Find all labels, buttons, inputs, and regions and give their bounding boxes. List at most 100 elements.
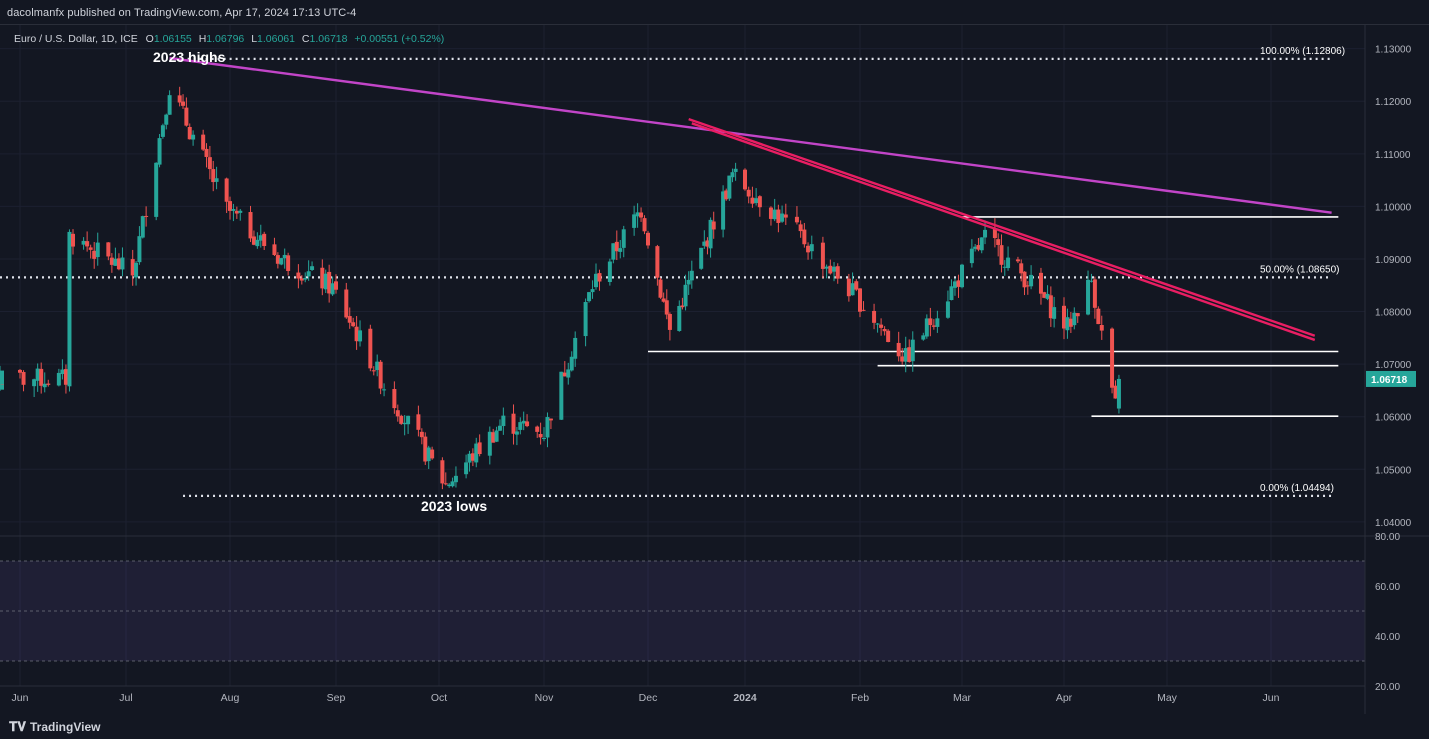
candle-body [757, 196, 762, 208]
candle-body [992, 228, 997, 239]
candle-body [347, 316, 352, 323]
candle-body [134, 262, 139, 278]
legend-change: +0.00551 (+0.52%) [354, 33, 444, 45]
legend-low-label: L [251, 33, 257, 45]
candle-body [375, 361, 380, 371]
candle-body [399, 415, 404, 424]
rsi-tick-label: 20.00 [1375, 682, 1400, 693]
candle-body [327, 271, 332, 294]
candle-body [730, 172, 735, 178]
candles [0, 86, 1121, 490]
candle-body [1099, 325, 1104, 331]
candle-body [900, 356, 905, 362]
legend-close-value: 1.06718 [310, 33, 348, 45]
candle-body [402, 422, 407, 425]
candle-body [846, 278, 851, 297]
candle-body [886, 330, 891, 342]
candle-body [88, 247, 93, 250]
candle-body [1116, 378, 1121, 409]
candle-body [255, 239, 260, 247]
candle-body [116, 258, 121, 270]
candle-body [140, 216, 145, 238]
candle-body [743, 169, 747, 190]
candle-body [248, 212, 253, 239]
time-tick-label: Oct [431, 692, 447, 704]
candle-body [275, 255, 280, 264]
candle-body [378, 361, 383, 389]
rsi-pane [0, 536, 1429, 662]
candle-body [882, 328, 887, 332]
candle-body [667, 313, 672, 330]
rsi-tick-label: 40.00 [1375, 632, 1400, 643]
candle-body [1048, 295, 1053, 319]
candle-body [542, 438, 546, 440]
price-tick-label: 1.13000 [1375, 45, 1412, 56]
candle-body [1062, 305, 1066, 329]
candle-body [896, 342, 901, 357]
candle-body [1019, 263, 1024, 274]
candle-body [106, 242, 111, 257]
candle-body [320, 267, 325, 289]
time-tick-label: Nov [535, 692, 554, 704]
candle-body [157, 138, 162, 165]
candle-body [42, 383, 47, 388]
candle-body [1092, 279, 1097, 308]
candle-body [474, 443, 479, 463]
candle-body [828, 265, 833, 274]
time-tick-label: May [1157, 692, 1178, 704]
candle-body [979, 237, 984, 251]
candle-body [772, 209, 777, 220]
candle-body [661, 298, 666, 302]
candle-body [1006, 257, 1011, 269]
chart-canvas[interactable]: 2023 highs 2023 lows 100.00% (1.12806) 50.0… [0, 25, 1429, 715]
candle-body [835, 266, 840, 279]
candle-body [224, 178, 229, 202]
annotations: 2023 highs 2023 lows 100.00% (1.12806) 50.0… [153, 46, 1345, 514]
chart-frame[interactable]: 2023 highs 2023 lows 100.00% (1.12806) 50.0… [0, 24, 1429, 715]
price-tick-label: 1.04000 [1375, 518, 1412, 529]
publisher-header: dacolmanfx published on TradingView.com,… [7, 7, 357, 19]
candle-body [299, 278, 304, 281]
candle-body [621, 229, 626, 248]
candle-body [81, 240, 86, 245]
candle-body [960, 264, 964, 288]
candle-body [642, 218, 647, 232]
candle-body [945, 301, 950, 318]
candle-body [487, 431, 492, 456]
candle-body [18, 369, 22, 373]
rsi-band [0, 561, 1365, 661]
time-tick-label: 2024 [733, 692, 757, 704]
tradingview-logo[interactable]: 𝐓𝐕 TradingView [9, 719, 100, 735]
candle-body [587, 292, 592, 302]
candle-body [113, 258, 118, 266]
candle-body [282, 254, 287, 259]
candle-body [559, 371, 564, 420]
candle-body [999, 245, 1004, 265]
symbol-legend: Euro / U.S. Dollar, 1D, ICE O1.06155 H1.… [14, 33, 444, 45]
candle-body [646, 232, 650, 246]
candle-body [538, 433, 543, 438]
candle-body [783, 214, 788, 218]
candle-body [21, 372, 26, 385]
candle-body [56, 372, 61, 386]
footer-bar: 𝐓𝐕 TradingView [0, 714, 1429, 739]
last-price-tag [1366, 370, 1416, 387]
candle-body [956, 280, 961, 287]
candle-body [214, 178, 219, 182]
candle-body [35, 368, 40, 381]
last-price-label: 1.06718 [1371, 375, 1408, 386]
candle-body [664, 300, 669, 315]
candle-body [969, 248, 974, 264]
fib-100-label: 100.00% (1.12806) [1260, 46, 1345, 57]
axes: 1.13000 1.12000 1.11000 1.10000 1.09000 1.080… [0, 25, 1416, 715]
candle-body [635, 212, 640, 217]
trendline-channel-lower [691, 122, 1316, 342]
candle-body [658, 279, 663, 298]
time-tick-label: Sep [327, 692, 346, 704]
trendlines [169, 56, 1332, 342]
candle-body [464, 462, 469, 475]
candle-body [850, 283, 855, 296]
legend-open-label: O [146, 33, 154, 45]
candle-body [996, 239, 1001, 245]
candle-body [279, 258, 284, 265]
